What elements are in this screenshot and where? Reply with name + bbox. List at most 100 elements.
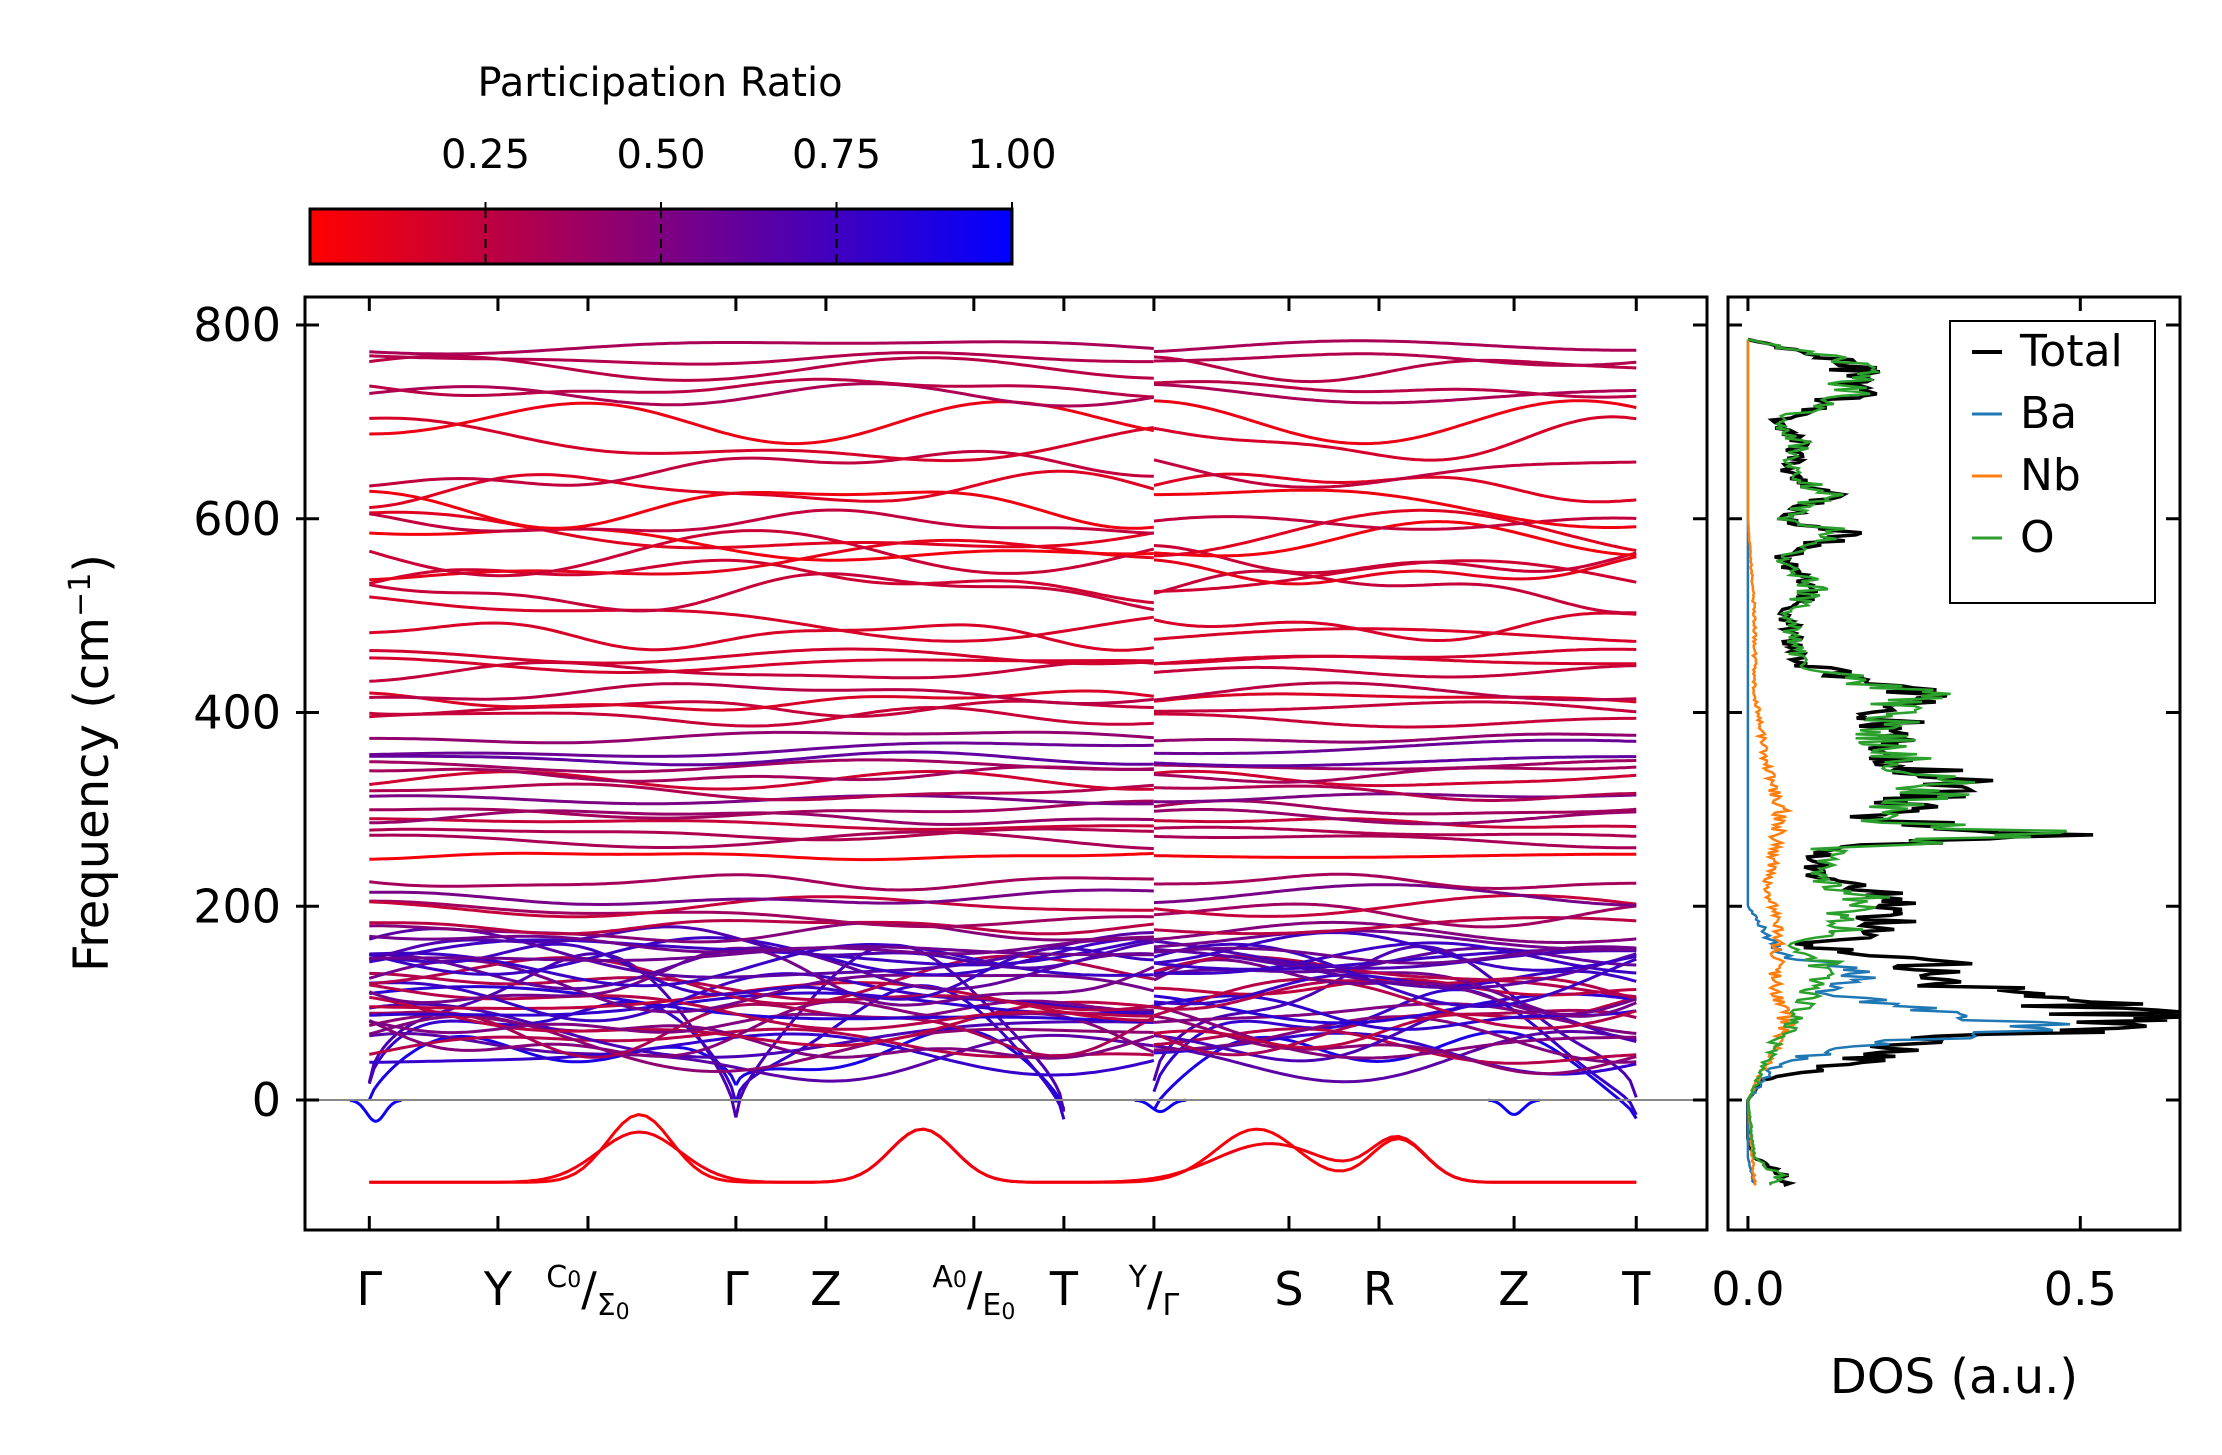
kpoint-label: S xyxy=(1274,1262,1303,1316)
phonon-band xyxy=(1153,415,1637,462)
phonon-band xyxy=(369,782,1154,802)
phonon-band xyxy=(369,750,1154,767)
kpoint-label: R xyxy=(1363,1262,1395,1316)
phonon-band xyxy=(1153,382,1637,405)
phonon-band xyxy=(369,469,1155,510)
phonon-band xyxy=(1153,902,1637,929)
phonon-band xyxy=(1153,942,1637,1008)
phonon-band xyxy=(369,799,1154,820)
band-structure-panel: 0 200 400 600 800 Γ Y C0/Σ0 Γ Z A0/E0 T Y/Γ S R Z T Fre… xyxy=(63,295,1709,1325)
dos-x-tick-label: 0.5 xyxy=(2044,1262,2117,1316)
phonon-band xyxy=(1153,799,1637,816)
phonon-band xyxy=(369,983,1154,1031)
phonon-band xyxy=(1153,458,1637,489)
phonon-band xyxy=(369,971,1154,1012)
kpoint-label: Z xyxy=(1498,1262,1530,1316)
phonon-band xyxy=(1153,784,1637,802)
phonon-band xyxy=(1153,399,1637,446)
legend-label: Nb xyxy=(2020,450,2081,501)
phonon-band xyxy=(1153,893,1637,918)
phonon-band xyxy=(1153,681,1637,702)
dos-frame xyxy=(1726,295,2182,1232)
dos-x-tick-label: 0.0 xyxy=(1711,1262,1784,1316)
phonon-band xyxy=(1153,769,1637,788)
phonon-band xyxy=(369,656,1154,674)
phonon-band xyxy=(1153,994,1637,1031)
phonon-band xyxy=(1153,929,1637,951)
phonon-band xyxy=(369,351,1154,366)
y-tick-label: 400 xyxy=(193,686,281,740)
phonon-band xyxy=(369,538,1154,582)
phonon-band xyxy=(1154,488,1637,529)
phonon-band xyxy=(369,921,1154,944)
dos-x-axis-title: DOS (a.u.) xyxy=(1830,1349,2078,1405)
phonon-band xyxy=(369,918,1154,936)
phonon-band xyxy=(368,925,1155,970)
phonon-band xyxy=(369,382,1155,408)
phonon-band xyxy=(369,741,1154,758)
phonon-band xyxy=(369,572,1155,613)
kpoint-label: C0/Σ0 xyxy=(546,1260,629,1325)
colorbar: Participation Ratio 0.25 0.50 0.75 1.00 xyxy=(308,60,1057,266)
phonon-band xyxy=(369,851,1154,862)
phonon-band xyxy=(1153,817,1637,829)
phonon-band xyxy=(1153,520,1637,558)
phonon-band xyxy=(1154,700,1637,714)
phonon-band xyxy=(1153,939,1637,970)
phonon-band xyxy=(368,1014,1155,1060)
phonon-band xyxy=(369,758,1154,774)
kpoint-label: Y xyxy=(483,1262,513,1316)
phonon-band xyxy=(369,340,1154,356)
phonon-band xyxy=(1153,569,1637,615)
phonon-band-acoustic xyxy=(1134,1098,1187,1114)
dos-legend: Total Ba Nb O xyxy=(1949,320,2156,604)
y-tick-label: 200 xyxy=(193,879,281,933)
phonon-band xyxy=(1153,755,1637,768)
y-tick-label: 600 xyxy=(193,492,281,546)
kpoint-label: A0/E0 xyxy=(932,1260,1015,1325)
colorbar-tick-label: 1.00 xyxy=(967,132,1056,178)
kpoint-label: Y/Γ xyxy=(1128,1260,1180,1323)
phonon-band xyxy=(1154,712,1637,729)
phonon-band xyxy=(1153,355,1637,384)
phonon-band xyxy=(1153,834,1637,850)
phonon-band xyxy=(1153,611,1637,642)
phonon-band xyxy=(369,508,1154,535)
phonon-band-acoustic xyxy=(1488,1098,1540,1117)
phonon-band xyxy=(1153,664,1637,679)
phonon-band xyxy=(369,934,1154,956)
phonon-band-acoustic xyxy=(1152,944,1638,1098)
phonon-band xyxy=(1153,765,1637,784)
phonon-band xyxy=(369,449,1154,488)
phonon-band xyxy=(369,873,1154,892)
kpoint-label: Γ xyxy=(356,1262,382,1316)
phonon-band xyxy=(1153,1014,1637,1076)
phonon-band-imaginary xyxy=(369,1127,1637,1184)
legend-label: Total xyxy=(2019,326,2123,377)
phonon-band xyxy=(1153,515,1637,531)
phonon-band xyxy=(1153,738,1637,756)
phonon-band xyxy=(1153,339,1637,354)
phonon-band xyxy=(369,377,1154,399)
phonon-band xyxy=(369,647,1154,666)
phonon-band xyxy=(369,985,1154,1023)
phonon-band xyxy=(1153,916,1637,936)
phonon-band xyxy=(368,529,1155,578)
phonon-band xyxy=(1153,508,1637,558)
phonon-band xyxy=(369,827,1154,842)
colorbar-title: Participation Ratio xyxy=(477,60,842,106)
phonon-band xyxy=(369,527,1154,562)
phonon-band xyxy=(369,995,1154,1047)
y-axis-title: Frequency (cm−1) xyxy=(63,554,120,972)
kpoint-label: Γ xyxy=(723,1262,749,1316)
phonon-band xyxy=(369,946,1154,991)
legend-label: O xyxy=(2020,512,2055,563)
phonon-band xyxy=(1153,1004,1637,1060)
colorbar-tick-label: 0.75 xyxy=(792,132,881,178)
phonon-band xyxy=(369,1031,1155,1083)
phonon-band xyxy=(369,1032,1155,1077)
legend-box xyxy=(1949,320,2156,604)
legend-label: Ba xyxy=(2020,388,2077,439)
phonon-band xyxy=(369,830,1154,851)
phonon-band xyxy=(369,489,1154,530)
